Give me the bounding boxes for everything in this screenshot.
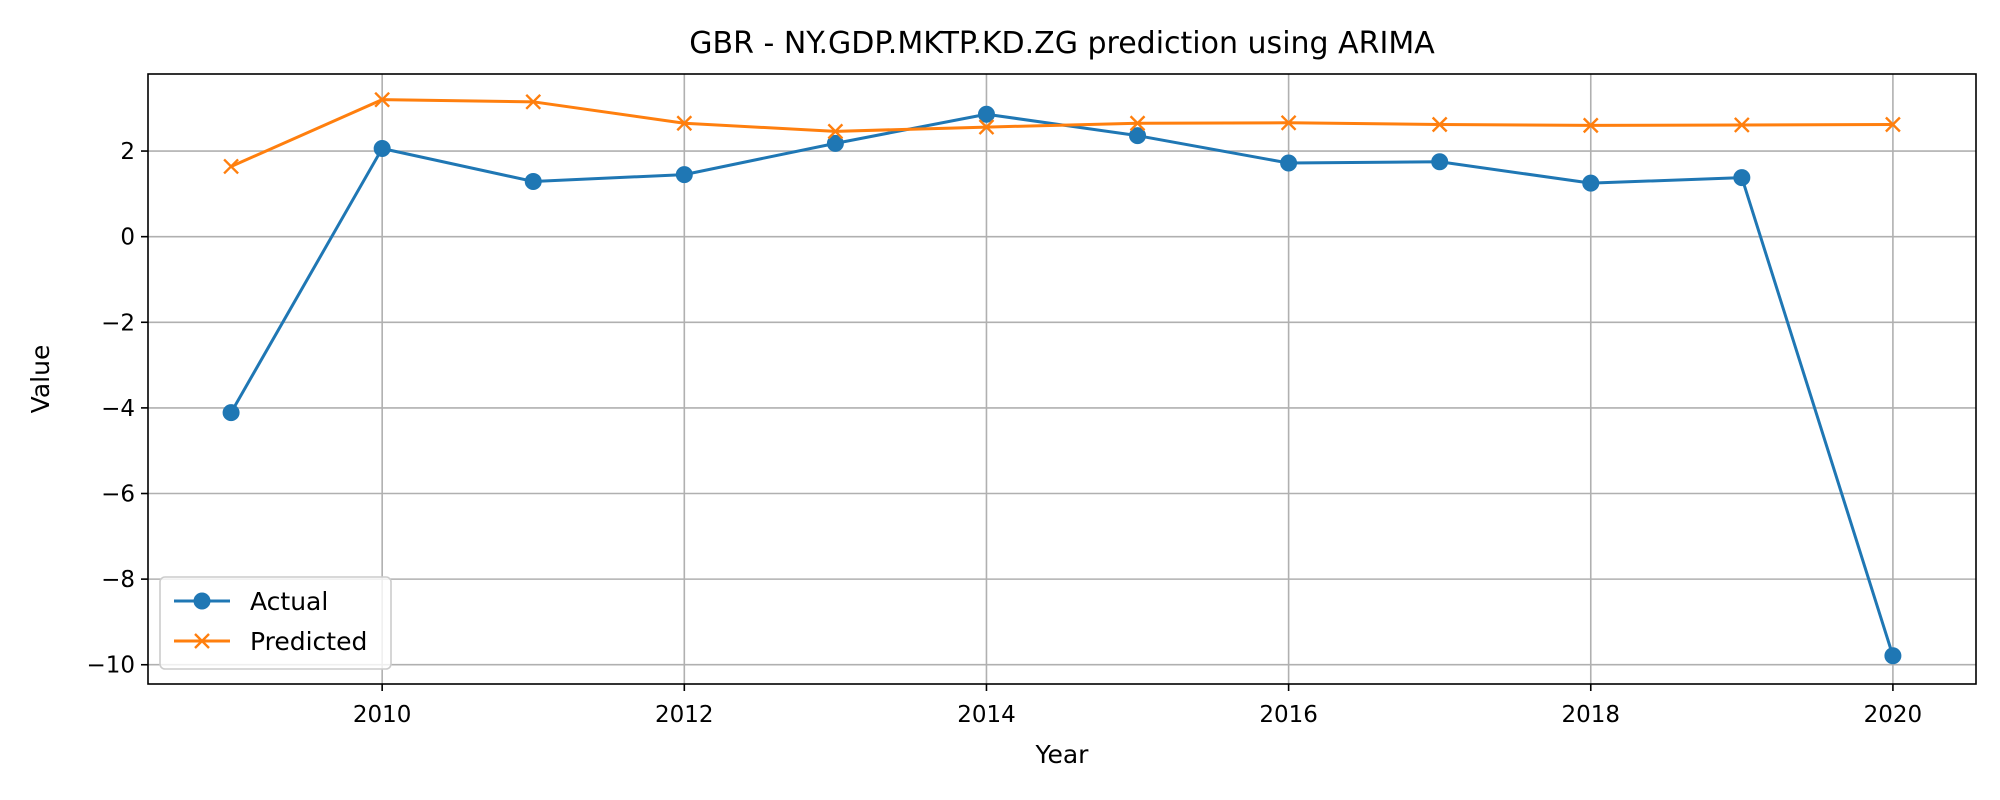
data-point-predicted [1129,115,1146,132]
x-tick-label: 2014 [957,702,1016,728]
data-point-actual [826,134,844,152]
y-tick-label: −2 [101,310,135,336]
legend-marker-predicted [194,633,210,649]
data-point-actual [1582,174,1600,192]
data-point-predicted [1431,116,1448,133]
y-axis-label: Value [26,345,55,414]
data-point-predicted [223,158,239,175]
series-line-predicted [230,98,1893,168]
legend-marker-actual [193,592,211,610]
chart-title: GBR - NY.GDP.MKTP.KD.ZG prediction using… [689,26,1435,61]
data-point-actual [1129,127,1147,145]
x-tick-label: 2016 [1259,702,1318,728]
data-point-predicted [1582,117,1599,134]
x-tick-label: 2010 [353,702,412,728]
legend: Actual Predicted [159,576,392,670]
data-point-actual [1884,647,1902,665]
x-tick-label: 2020 [1864,702,1923,728]
data-point-predicted [525,93,542,110]
legend-label-predicted: Predicted [250,627,367,656]
data-point-actual [977,105,995,123]
data-point-actual [373,139,391,157]
x-tick-label: 2012 [655,702,714,728]
legend-entry-predicted [174,633,230,649]
data-point-actual [1280,154,1298,172]
data-point-actual [1431,153,1449,171]
grid [148,74,1976,684]
legend-label-actual: Actual [250,587,328,616]
x-axis-ticks: 2010 2012 2014 2016 2018 2020 [353,684,1922,728]
data-point-predicted [827,123,844,140]
series-lines [229,98,1895,657]
legend-entry-actual [174,592,230,610]
data-point-predicted [1733,117,1750,133]
data-point-predicted [1280,114,1297,131]
data-point-actual [675,166,693,184]
y-axis-ticks: 2 0 −2 −4 −6 −8 −10 [86,139,148,679]
y-tick-label: −4 [101,396,135,422]
y-tick-label: 0 [120,225,135,251]
data-point-predicted [374,91,391,108]
plot-frame [147,73,1977,685]
data-point-predicted [676,115,693,132]
y-tick-label: −6 [101,482,135,508]
y-tick-label: −10 [86,653,135,679]
y-tick-label: −8 [101,567,135,593]
data-point-predicted [1885,116,1901,133]
data-point-actual [222,404,240,422]
data-point-actual [524,172,542,190]
data-point-actual [1733,169,1751,187]
x-axis-label: Year [1035,740,1090,769]
x-tick-label: 2018 [1561,702,1620,728]
y-tick-label: 2 [120,139,135,165]
data-point-predicted [978,119,995,135]
series-markers [222,91,1902,665]
